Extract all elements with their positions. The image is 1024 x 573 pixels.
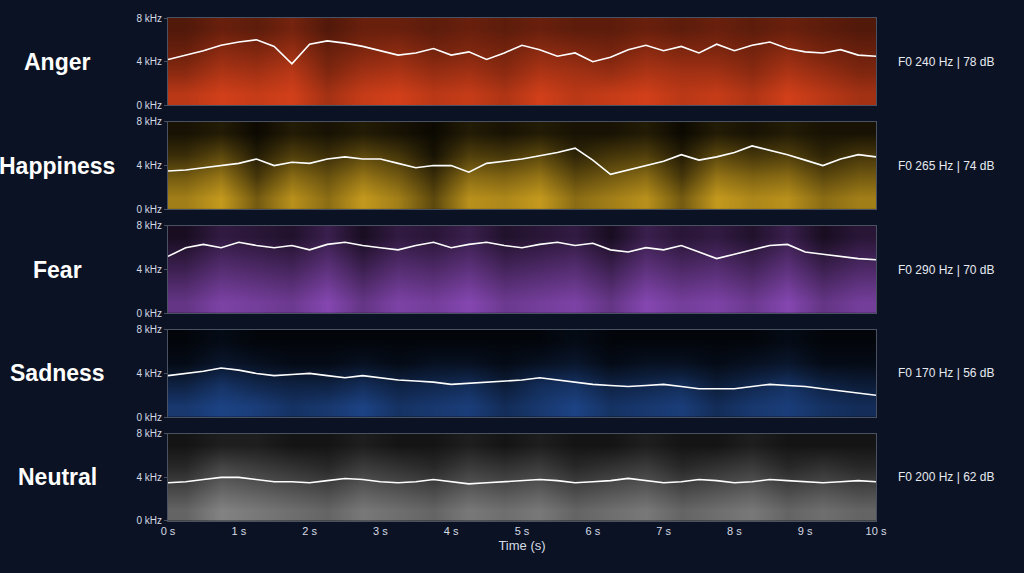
svg-text:6 s: 6 s (585, 525, 600, 537)
svg-text:2 s: 2 s (302, 525, 317, 537)
svg-text:Neutral: Neutral (18, 464, 97, 490)
svg-text:3 s: 3 s (373, 525, 388, 537)
svg-text:9 s: 9 s (798, 525, 813, 537)
svg-text:10 s: 10 s (866, 525, 887, 537)
svg-text:1 s: 1 s (231, 525, 246, 537)
svg-text:0 kHz: 0 kHz (136, 308, 162, 319)
svg-text:8 kHz: 8 kHz (136, 13, 162, 24)
svg-text:7 s: 7 s (656, 525, 671, 537)
svg-text:5 s: 5 s (515, 525, 530, 537)
svg-text:Sadness: Sadness (10, 360, 105, 386)
svg-text:0 kHz: 0 kHz (136, 100, 162, 111)
svg-text:0 kHz: 0 kHz (136, 515, 162, 526)
svg-text:Time (s): Time (s) (498, 538, 545, 553)
svg-text:F0 200 Hz | 62 dB: F0 200 Hz | 62 dB (898, 470, 995, 484)
svg-text:8 kHz: 8 kHz (136, 324, 162, 335)
svg-text:8 kHz: 8 kHz (136, 116, 162, 127)
svg-text:4 kHz: 4 kHz (136, 264, 162, 275)
svg-text:4 s: 4 s (444, 525, 459, 537)
svg-text:4 kHz: 4 kHz (136, 472, 162, 483)
svg-text:F0 265 Hz | 74 dB: F0 265 Hz | 74 dB (898, 159, 995, 173)
svg-text:F0 240 Hz | 78 dB: F0 240 Hz | 78 dB (898, 55, 995, 69)
svg-text:8 kHz: 8 kHz (136, 428, 162, 439)
svg-text:0 kHz: 0 kHz (136, 204, 162, 215)
svg-text:Happiness: Happiness (0, 153, 115, 179)
svg-text:Fear: Fear (33, 257, 82, 283)
svg-text:8 s: 8 s (727, 525, 742, 537)
svg-text:Anger: Anger (24, 49, 91, 75)
svg-text:4 kHz: 4 kHz (136, 368, 162, 379)
svg-text:F0 290 Hz | 70 dB: F0 290 Hz | 70 dB (898, 263, 995, 277)
svg-text:4 kHz: 4 kHz (136, 56, 162, 67)
svg-text:8 kHz: 8 kHz (136, 220, 162, 231)
svg-text:0 kHz: 0 kHz (136, 412, 162, 423)
svg-text:0 s: 0 s (161, 525, 176, 537)
svg-text:4 kHz: 4 kHz (136, 160, 162, 171)
svg-text:F0 170 Hz | 56 dB: F0 170 Hz | 56 dB (898, 366, 995, 380)
